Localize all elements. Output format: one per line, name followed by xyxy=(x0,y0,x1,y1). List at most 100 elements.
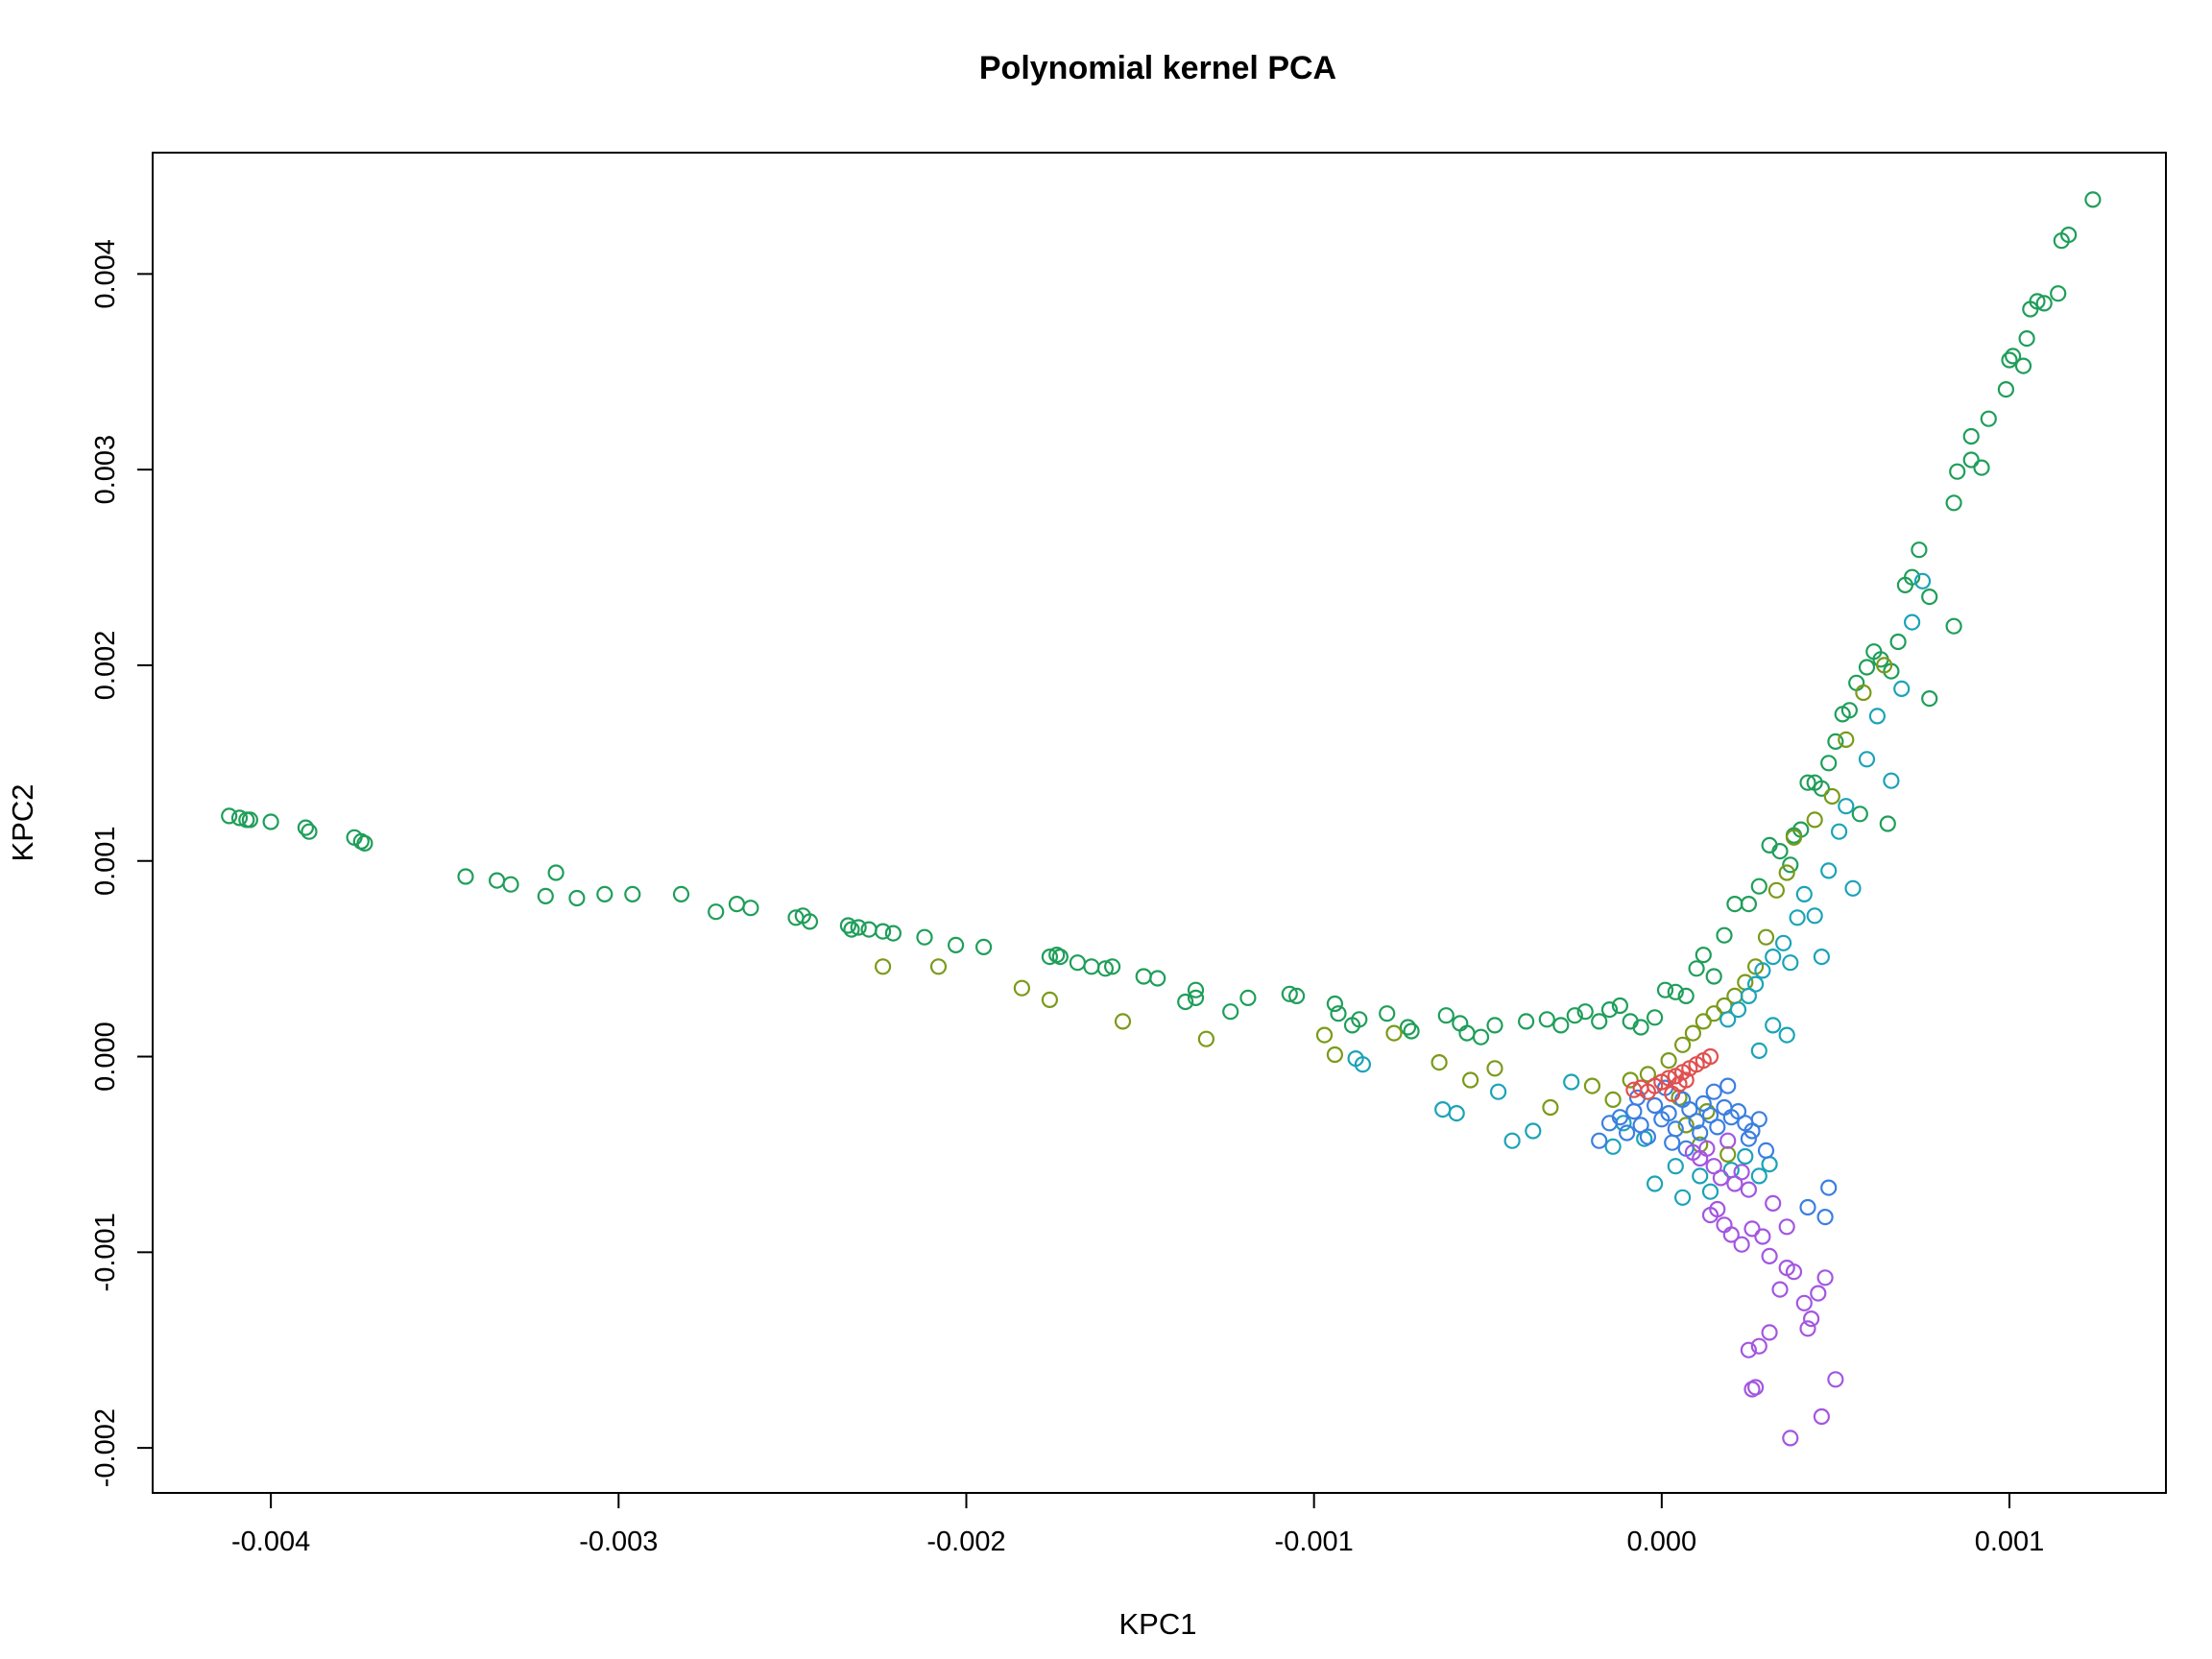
data-point xyxy=(1677,987,1695,1005)
data-point xyxy=(1889,633,1907,651)
x-axis: -0.004 -0.003 -0.002 -0.001 0.000 0.001 xyxy=(231,1492,2044,1557)
data-point xyxy=(1813,780,1831,797)
data-point xyxy=(1083,958,1100,975)
y-tick-label: 0.001 xyxy=(90,826,121,896)
data-point xyxy=(1945,617,1962,635)
data-point xyxy=(1667,1158,1684,1175)
data-point xyxy=(1778,864,1795,881)
x-tick-label: -0.003 xyxy=(579,1527,658,1557)
data-point xyxy=(1740,987,1758,1005)
data-point xyxy=(356,834,373,853)
data-point xyxy=(1820,755,1838,772)
data-point xyxy=(1858,751,1876,768)
data-point xyxy=(1785,829,1803,846)
data-point xyxy=(1962,427,1980,445)
data-point xyxy=(1778,1026,1795,1044)
data-point xyxy=(1458,1024,1476,1042)
data-point xyxy=(1486,1060,1503,1077)
data-point xyxy=(1761,1155,1778,1173)
data-point xyxy=(1431,1053,1448,1071)
data-point xyxy=(1684,1024,1702,1042)
data-point xyxy=(1765,1194,1782,1213)
data-point xyxy=(1472,1028,1490,1046)
data-point xyxy=(1830,823,1848,840)
data-point xyxy=(1591,1013,1608,1030)
data-point xyxy=(1806,811,1823,829)
data-point xyxy=(1816,1208,1834,1226)
data-point xyxy=(1726,895,1743,913)
data-point xyxy=(708,903,725,921)
data-point xyxy=(974,938,993,956)
data-point xyxy=(1448,1104,1465,1122)
data-point xyxy=(1385,1024,1403,1042)
data-point xyxy=(1778,1218,1795,1236)
data-point xyxy=(874,923,892,940)
data-point xyxy=(2035,295,2053,312)
data-point xyxy=(1893,680,1911,698)
data-point xyxy=(1816,1269,1834,1286)
data-point xyxy=(1722,1226,1740,1243)
data-point xyxy=(1782,856,1799,874)
data-point xyxy=(1827,1371,1844,1388)
data-point xyxy=(1646,1009,1664,1026)
data-point xyxy=(1705,1005,1722,1022)
data-point xyxy=(801,913,819,930)
data-point xyxy=(1722,1162,1740,1179)
data-point xyxy=(1855,684,1872,702)
data-point xyxy=(1719,1011,1737,1028)
data-point xyxy=(1677,1117,1695,1134)
data-point xyxy=(1051,948,1069,966)
data-point xyxy=(860,921,878,938)
data-point xyxy=(1716,1098,1733,1117)
data-point xyxy=(1684,1143,1702,1162)
data-point xyxy=(1688,1113,1705,1130)
data-point xyxy=(2001,351,2018,369)
data-point xyxy=(1754,1228,1771,1245)
data-point xyxy=(1611,997,1629,1015)
data-point xyxy=(1868,708,1887,725)
data-point xyxy=(1750,1167,1767,1185)
data-point xyxy=(1486,1017,1503,1034)
data-point xyxy=(1883,772,1900,789)
y-tick-label: 0.003 xyxy=(90,435,121,505)
data-point xyxy=(1729,1102,1747,1120)
data-point xyxy=(672,885,690,903)
x-axis-label: KPC1 xyxy=(1119,1607,1197,1641)
data-point xyxy=(1806,907,1823,925)
data-point xyxy=(1197,1030,1215,1047)
data-point xyxy=(1461,1071,1479,1089)
data-point xyxy=(2050,285,2067,302)
data-point xyxy=(1013,979,1031,997)
data-point xyxy=(1820,862,1838,879)
data-point xyxy=(1858,659,1876,676)
data-point xyxy=(1692,1124,1709,1142)
data-point xyxy=(2060,227,2078,244)
data-point xyxy=(929,958,948,975)
data-point xyxy=(1757,1142,1775,1160)
data-point xyxy=(1848,674,1865,691)
data-point xyxy=(1639,1128,1657,1145)
data-point xyxy=(1813,1407,1831,1426)
data-point xyxy=(241,811,258,829)
data-point xyxy=(1754,962,1771,979)
data-point xyxy=(568,889,586,907)
data-point xyxy=(1962,451,1980,469)
data-point xyxy=(1326,995,1344,1013)
data-point xyxy=(2084,191,2102,208)
data-point xyxy=(1851,805,1868,823)
data-point xyxy=(916,928,933,946)
plot-area-frame xyxy=(152,152,2167,1494)
data-point xyxy=(1782,954,1799,972)
data-point xyxy=(1622,1071,1639,1089)
data-point xyxy=(1820,1179,1838,1196)
data-point xyxy=(1695,1094,1712,1113)
data-point xyxy=(1611,1109,1629,1126)
data-point xyxy=(1646,1096,1664,1115)
data-point xyxy=(1673,1036,1692,1053)
data-point xyxy=(839,917,857,934)
data-point xyxy=(1664,1134,1681,1151)
data-point xyxy=(1695,1013,1712,1030)
data-point xyxy=(1740,1130,1758,1147)
data-point xyxy=(1771,842,1789,860)
data-point xyxy=(1913,572,1932,589)
